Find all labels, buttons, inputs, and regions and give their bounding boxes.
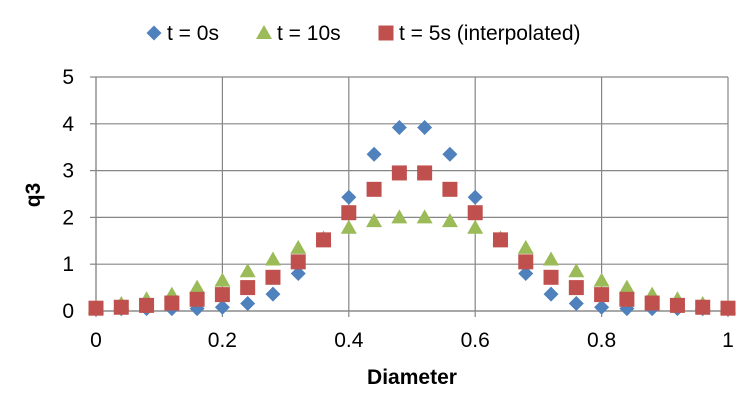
data-point	[568, 263, 585, 278]
data-point	[416, 209, 433, 224]
x-tick-label: 1	[722, 329, 734, 352]
data-point	[265, 286, 281, 302]
data-point	[240, 296, 256, 312]
data-point	[264, 251, 281, 266]
x-axis-title: Diameter	[367, 366, 457, 389]
data-point	[568, 280, 584, 296]
data-point	[316, 232, 332, 248]
data-point	[240, 280, 256, 296]
x-tick-label: 0.4	[334, 329, 364, 352]
data-point	[543, 251, 560, 266]
data-point	[518, 254, 534, 270]
data-point	[618, 279, 635, 294]
y-axis-title: q3	[22, 183, 45, 208]
x-tick-label: 0.6	[461, 329, 490, 352]
data-point	[594, 287, 610, 303]
data-point	[341, 189, 357, 205]
y-tick-label: 2	[62, 206, 74, 229]
data-point	[340, 219, 357, 234]
data-point	[290, 254, 306, 270]
data-point	[492, 232, 508, 248]
legend-label: t = 0s	[167, 22, 219, 45]
legend-item: t = 10s	[256, 22, 341, 45]
data-point	[695, 299, 711, 315]
data-point	[366, 146, 382, 162]
data-point	[442, 181, 458, 197]
legend-item: t = 5s (interpolated)	[378, 22, 581, 45]
legend: t = 0s t = 10s t = 5s (interpolated)	[146, 22, 581, 45]
legend-marker	[146, 25, 162, 41]
data-point	[517, 239, 534, 254]
y-tick-label: 5	[62, 66, 74, 89]
data-point	[467, 189, 483, 205]
data-point	[366, 213, 383, 228]
data-point	[417, 165, 433, 181]
legend-label: t = 10s	[277, 22, 341, 45]
data-point	[189, 291, 205, 307]
data-point	[214, 287, 230, 303]
y-tick-label: 1	[62, 253, 74, 276]
data-point	[113, 299, 129, 315]
y-tick-label: 4	[62, 113, 74, 136]
y-tick-label: 0	[62, 300, 74, 323]
data-point	[417, 120, 433, 136]
data-point	[644, 295, 660, 311]
tick-labels: 0 1 2 3 4 5 0 0.2 0.4 0.6 0.8 1	[62, 66, 734, 352]
data-point	[139, 297, 155, 313]
data-point	[568, 296, 584, 312]
series-diamond	[88, 120, 736, 317]
data-point	[290, 266, 306, 282]
data-point	[239, 263, 256, 278]
data-point	[593, 272, 610, 287]
data-point	[391, 209, 408, 224]
legend-marker	[378, 25, 394, 41]
data-point	[265, 269, 281, 285]
series-square	[88, 165, 736, 316]
legend-marker	[256, 25, 272, 39]
data-point	[619, 291, 635, 307]
data-point	[164, 295, 180, 311]
data-point	[290, 239, 307, 254]
x-tick-label: 0.8	[587, 329, 616, 352]
data-point	[669, 297, 685, 313]
data-point	[594, 299, 610, 315]
data-point	[214, 299, 230, 315]
data-point	[467, 205, 483, 221]
axes	[90, 76, 729, 317]
data-point	[543, 269, 559, 285]
data-marks	[88, 120, 736, 317]
legend-label: t = 5s (interpolated)	[399, 22, 581, 45]
data-point	[518, 266, 534, 282]
data-point	[391, 120, 407, 136]
legend-item: t = 0s	[146, 22, 219, 45]
x-tick-label: 0.2	[208, 329, 237, 352]
data-point	[442, 146, 458, 162]
data-point	[391, 165, 407, 181]
data-point	[341, 205, 357, 221]
data-point	[189, 279, 206, 294]
series-triangle	[88, 209, 736, 314]
data-point	[214, 272, 231, 287]
x-tick-label: 0	[90, 329, 102, 352]
data-point	[467, 219, 484, 234]
data-point	[543, 286, 559, 302]
y-tick-label: 3	[62, 160, 74, 183]
gridlines	[95, 76, 729, 312]
data-point	[88, 300, 104, 316]
data-point	[720, 300, 736, 316]
data-point	[366, 181, 382, 197]
data-point	[441, 213, 458, 228]
